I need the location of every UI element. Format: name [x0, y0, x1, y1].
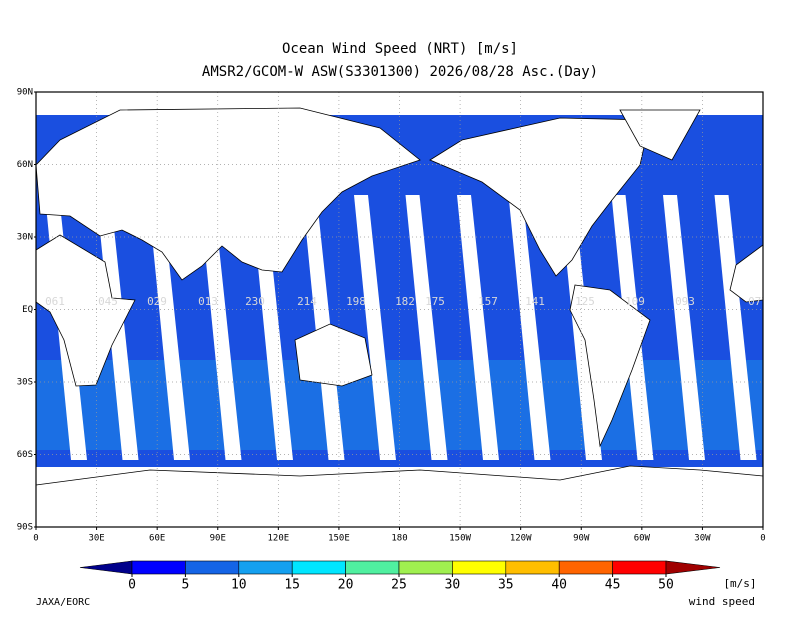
swath-gap	[663, 195, 705, 460]
colorbar-tick-label: 30	[445, 578, 461, 593]
orbit-labels: 061 045 029 013 230 214 198 182 175 157 141 125 109 0…	[45, 295, 768, 308]
lon-label: 30E	[88, 534, 104, 544]
orbit-label: 013	[198, 295, 218, 308]
colorbar-tick-label: 50	[658, 578, 674, 593]
colorbar-segment	[291, 560, 346, 575]
colorbar-tick-label: 20	[338, 578, 354, 593]
lon-label: 150E	[328, 534, 350, 544]
orbit-label: 157	[478, 295, 498, 308]
lon-label: 180	[391, 534, 407, 544]
lon-label: 120W	[510, 534, 532, 544]
lon-label: 150W	[449, 534, 471, 544]
swath-gap	[199, 195, 242, 460]
title-line: Ocean Wind Speed (NRT) [m/s]	[282, 41, 518, 57]
lat-label: 60S	[17, 450, 33, 460]
greenland	[619, 109, 701, 161]
lon-label: 30W	[694, 534, 711, 544]
lon-label: 90E	[210, 534, 226, 544]
colorbar-tick-label: 10	[231, 578, 247, 593]
colorbar-segment	[558, 560, 613, 575]
colorbar-tick-label: 45	[605, 578, 621, 593]
africa	[36, 234, 136, 387]
colorbar-label: wind speed	[689, 595, 755, 608]
colorbar-tick-label: 5	[181, 578, 189, 593]
colorbar-unit: [m/s]	[723, 577, 756, 590]
orbit-label: 141	[525, 295, 545, 308]
colorbar-segment	[398, 560, 453, 575]
lat-label: EQ	[22, 305, 33, 315]
lon-label: 60E	[149, 534, 165, 544]
orbit-label: 029	[147, 295, 167, 308]
swath-gap	[457, 195, 499, 460]
colorbar-over	[665, 560, 721, 575]
swath-gap	[354, 195, 396, 460]
swath-gap	[148, 195, 190, 460]
lat-label: 90S	[17, 523, 33, 533]
colorbar-tick-label: 15	[284, 578, 300, 593]
colorbar-segment	[131, 560, 186, 575]
lon-label: 0	[760, 534, 765, 544]
colorbar-segment	[452, 560, 507, 575]
south-america	[569, 284, 651, 448]
orbit-label: 077	[748, 295, 768, 308]
colorbar-tick-label: 40	[551, 578, 567, 593]
eurasia	[36, 107, 421, 281]
lat-label: 60N	[17, 160, 33, 170]
colorbar-under	[79, 560, 133, 575]
orbit-label: 125	[575, 295, 595, 308]
australia	[294, 323, 373, 387]
colorbar-segment	[505, 560, 560, 575]
lon-label: 60W	[634, 534, 651, 544]
orbit-label: 198	[346, 295, 366, 308]
north-america	[429, 117, 651, 277]
colorbar-segment	[345, 560, 400, 575]
swath-gap	[714, 195, 757, 460]
credit: JAXA/EORC	[36, 597, 90, 608]
lat-label: 30N	[17, 233, 33, 243]
swath-gap	[508, 195, 551, 460]
colorbar-tick-label: 35	[498, 578, 514, 593]
colorbar-segment	[612, 560, 667, 575]
orbit-label: 045	[98, 295, 118, 308]
graticule	[36, 92, 763, 527]
colorbar-segment	[185, 560, 240, 575]
orbit-label: 230	[245, 295, 265, 308]
orbit-label: 182	[395, 295, 415, 308]
lon-label: 90W	[573, 534, 590, 544]
colorbar-tick-label: 0	[128, 578, 136, 593]
colorbar-segment	[238, 560, 293, 575]
lon-label: 0	[33, 534, 38, 544]
lon-label: 120E	[267, 534, 289, 544]
orbit-label: 093	[675, 295, 695, 308]
orbit-label: 061	[45, 295, 65, 308]
lat-label: 30S	[17, 378, 33, 388]
lat-label: 90N	[17, 88, 33, 98]
map-area: 061 045 029 013 230 214 198 182 175 157 141 125 109 0…	[36, 92, 768, 527]
swath-gap	[405, 195, 448, 460]
orbit-label: 175	[425, 295, 445, 308]
colorbar-tick-label: 25	[391, 578, 407, 593]
orbit-label: 214	[297, 295, 317, 308]
title-line: AMSR2/GCOM-W ASW(S3301300) 2026/08/28 As…	[202, 64, 598, 80]
colorbar: 0 5 10 15 20 25 30 35 40 45 50	[79, 560, 721, 593]
west-africa	[729, 244, 763, 303]
orbit-label: 109	[625, 295, 645, 308]
